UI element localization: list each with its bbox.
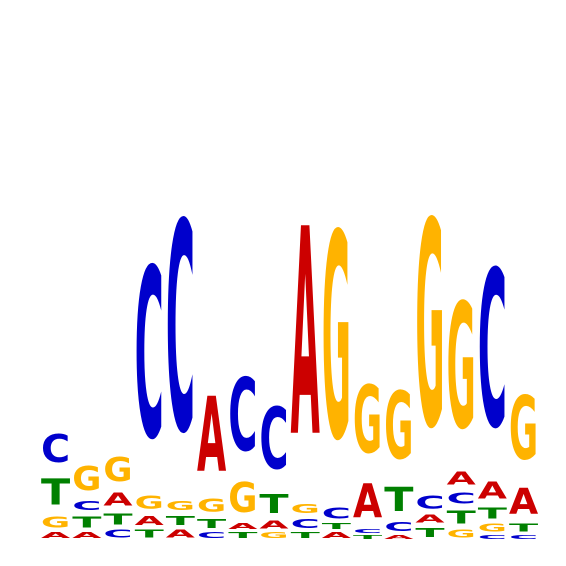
logo-letter-C: C xyxy=(259,391,288,490)
logo-letter-T: T xyxy=(41,472,70,514)
logo-letter-A: A xyxy=(103,489,132,510)
logo-letter-T: T xyxy=(72,513,101,531)
logo-letter-A: A xyxy=(259,519,289,531)
logo-letter-C: C xyxy=(103,528,132,540)
logo-letter-C: C xyxy=(197,531,226,540)
logo-letter-G: G xyxy=(135,492,164,513)
logo-letter-T: T xyxy=(259,490,288,520)
logo-letter-G: G xyxy=(72,460,101,499)
logo-letter-G: G xyxy=(384,373,413,480)
logo-letter-G: G xyxy=(415,163,444,491)
logo-letter-C: C xyxy=(415,492,444,513)
logo-letter-G: G xyxy=(228,475,257,523)
logo-letter-T: T xyxy=(103,510,132,528)
logo-letter-T: T xyxy=(478,504,507,522)
logo-letter-C: C xyxy=(166,164,195,497)
logo-letter-T: T xyxy=(197,517,227,532)
logo-letter-C: C xyxy=(478,534,507,540)
logo-letter-A: A xyxy=(166,528,196,540)
logo-letter-G: G xyxy=(166,498,195,513)
logo-letter-C: C xyxy=(509,534,538,540)
logo-letter-G: G xyxy=(447,529,476,541)
logo-letter-G: G xyxy=(259,531,288,540)
logo-letter-G: G xyxy=(103,451,132,490)
logo-letter-A: A xyxy=(415,513,445,525)
logo-letter-C: C xyxy=(353,528,382,534)
logo-letter-T: T xyxy=(384,481,413,520)
logo-letter-G: G xyxy=(291,501,320,516)
logo-letter-T: T xyxy=(322,522,351,531)
logo-letter-C: C xyxy=(41,427,70,471)
logo-letter-T: T xyxy=(291,531,320,540)
logo-letter-A: A xyxy=(353,474,383,528)
logo-letter-G: G xyxy=(509,378,538,480)
logo-letter-C: C xyxy=(384,519,413,534)
logo-letter-A: A xyxy=(509,480,539,522)
logo-letter-T: T xyxy=(228,531,257,540)
logo-letter-G: G xyxy=(322,175,351,503)
logo-letter-T: T xyxy=(353,534,382,540)
logo-letter-A: A xyxy=(384,534,413,540)
logo-letter-A: A xyxy=(197,376,226,495)
logo-letter-A: A xyxy=(41,531,70,540)
logo-letter-A: A xyxy=(447,468,476,489)
logo-letter-A: A xyxy=(322,531,351,540)
logo-letter-T: T xyxy=(447,507,477,528)
logo-letter-T: T xyxy=(415,526,445,541)
logo-letter-C: C xyxy=(135,221,164,491)
logo-letter-T: T xyxy=(509,522,539,534)
logo-letter-T: T xyxy=(166,514,196,529)
logo-letter-C: C xyxy=(478,225,507,477)
logo-letter-G: G xyxy=(353,367,382,474)
logo-letter-C: C xyxy=(228,357,257,474)
logo-letter-C: C xyxy=(291,516,320,531)
logo-letter-G: G xyxy=(41,514,70,531)
logo-letter-C: C xyxy=(447,490,476,508)
logo-letter-C: C xyxy=(72,498,101,513)
logo-letter-T: T xyxy=(135,528,165,540)
logo-letter-A: A xyxy=(228,522,257,531)
logo-letter-A: A xyxy=(135,513,164,528)
logo-letter-G: G xyxy=(478,523,507,535)
logo-letter-G: G xyxy=(197,495,226,516)
logo-letter-A: A xyxy=(291,169,320,500)
logo-letter-C: C xyxy=(322,505,351,523)
logo-letter-A: A xyxy=(72,531,101,540)
logo-letter-A: A xyxy=(478,478,508,505)
logo-letter-G: G xyxy=(447,269,476,468)
